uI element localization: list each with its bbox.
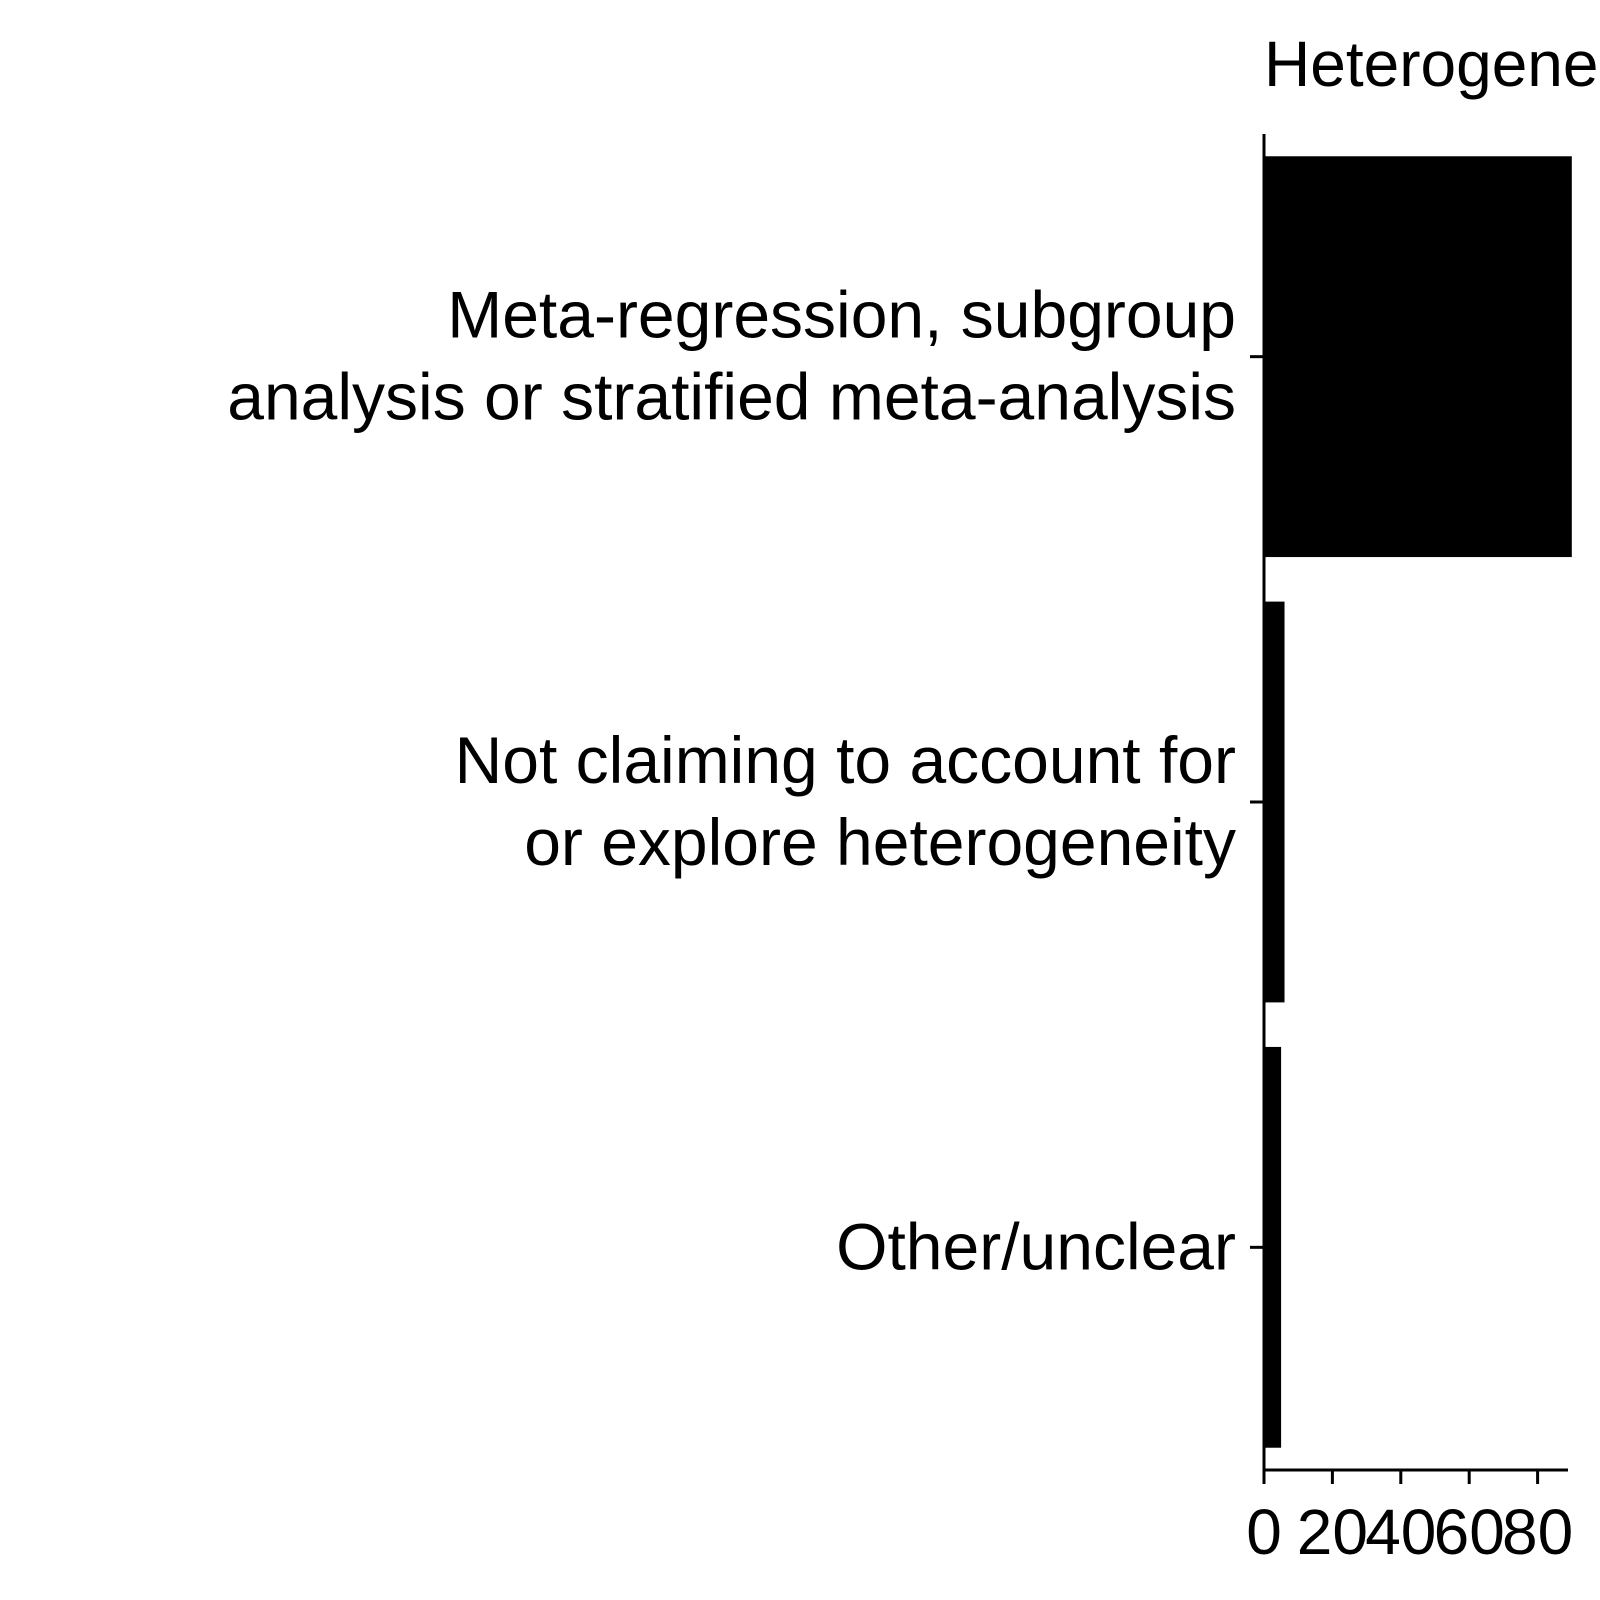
category-label-1-line-0: Not claiming to account for xyxy=(455,723,1236,797)
y-ticks-group: Meta-regression, subgroup analysis or str… xyxy=(227,278,1264,1283)
category-label-2: Other/unclear xyxy=(836,1209,1236,1283)
bar-2 xyxy=(1264,1046,1282,1448)
bar-0 xyxy=(1264,156,1572,558)
bars-group xyxy=(1264,156,1572,1448)
category-label-1-line-1: or explore heterogeneity xyxy=(524,805,1236,879)
x-tick-label-1: 20 xyxy=(1297,1496,1368,1568)
bar-1 xyxy=(1264,601,1285,1003)
x-tick-label-2: 40 xyxy=(1365,1496,1436,1568)
x-tick-label-0: 0 xyxy=(1246,1496,1282,1568)
category-label-0: Meta-regression, subgroup analysis or str… xyxy=(227,278,1236,434)
category-label-0-line-1: analysis or stratified meta-analysis xyxy=(227,360,1236,434)
chart-title: Heterogeneity xyxy=(1264,28,1600,100)
x-tick-label-4: 80 xyxy=(1502,1496,1573,1568)
category-label-0-line-0: Meta-regression, subgroup xyxy=(447,278,1236,352)
x-tick-label-3: 60 xyxy=(1434,1496,1505,1568)
category-label-1: Not claiming to account for or explore he… xyxy=(455,723,1236,879)
category-label-2-line-0: Other/unclear xyxy=(836,1209,1236,1283)
